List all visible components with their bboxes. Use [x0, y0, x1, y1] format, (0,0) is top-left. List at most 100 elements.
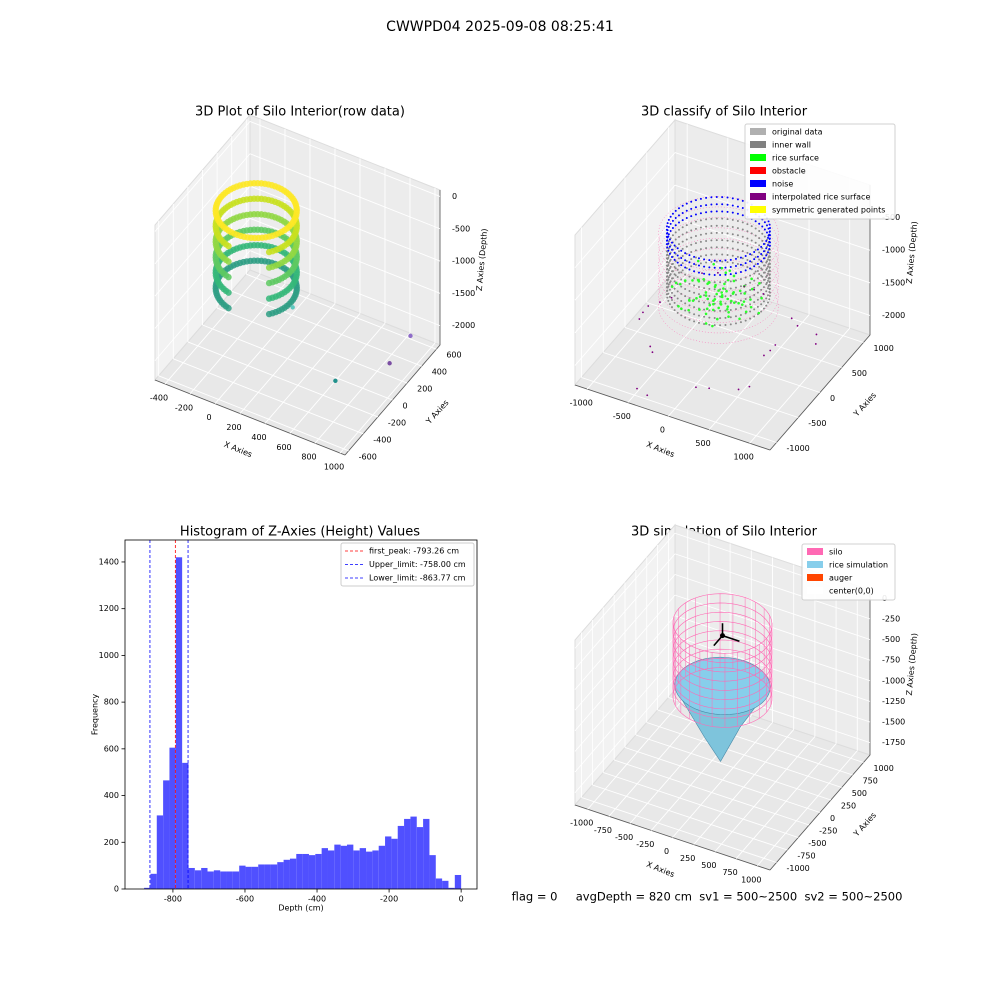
point — [748, 385, 751, 388]
point — [698, 295, 702, 299]
point — [681, 255, 684, 258]
point-cloud — [636, 196, 818, 397]
point — [705, 211, 708, 214]
bar — [264, 864, 271, 889]
point — [694, 220, 697, 223]
point — [734, 322, 737, 325]
point — [726, 210, 729, 213]
point — [286, 238, 293, 246]
point — [677, 257, 680, 260]
point — [727, 315, 730, 318]
point — [684, 259, 687, 262]
point — [667, 283, 670, 286]
point — [767, 236, 770, 239]
y-tick-label: -250 — [819, 827, 837, 836]
point — [724, 309, 727, 312]
x-tick-label: 500 — [701, 861, 716, 870]
grid-line — [591, 620, 788, 851]
legend-label: obstacle — [772, 167, 806, 176]
point — [732, 279, 736, 283]
point — [760, 288, 763, 291]
point — [691, 299, 695, 302]
z-tick-label: -1000 — [452, 257, 475, 266]
point — [762, 307, 765, 310]
grid-line — [574, 217, 871, 334]
y-tick-label: -500 — [808, 419, 826, 428]
point — [705, 307, 709, 311]
point — [715, 239, 718, 242]
point — [754, 227, 757, 230]
point — [765, 290, 768, 293]
y-tick-label: 400 — [432, 368, 447, 377]
point — [749, 267, 752, 270]
point — [697, 300, 700, 303]
point — [705, 218, 708, 221]
point — [749, 298, 752, 301]
point — [721, 224, 724, 227]
point — [667, 218, 670, 221]
point — [673, 280, 676, 283]
point — [667, 256, 670, 259]
point — [703, 287, 706, 290]
point — [765, 268, 768, 271]
legend-box — [340, 542, 475, 587]
x-tick-label: -250 — [636, 840, 654, 849]
point — [708, 309, 711, 312]
point — [738, 317, 741, 321]
y-tick-label: 0 — [403, 402, 408, 411]
bar — [245, 866, 252, 889]
point — [768, 298, 771, 301]
point — [731, 247, 734, 250]
point — [753, 279, 756, 282]
point — [769, 349, 772, 352]
point — [741, 214, 744, 217]
z-tick-label: -1500 — [882, 718, 905, 727]
legend-swatch — [750, 193, 766, 200]
point — [749, 317, 752, 320]
legend-box — [801, 543, 896, 601]
grid-line — [581, 227, 777, 443]
point — [671, 227, 674, 230]
point — [685, 202, 688, 205]
point — [749, 274, 752, 277]
point — [728, 269, 732, 272]
legend-label: interpolated rice surface — [772, 193, 870, 202]
y-tick-label: 500 — [852, 369, 867, 378]
bar — [283, 859, 290, 889]
y-tick-label: 1400 — [99, 557, 119, 566]
point — [729, 287, 732, 290]
bar — [385, 836, 392, 889]
point — [736, 227, 739, 230]
z-tick-label: -1250 — [882, 697, 905, 706]
point — [671, 212, 674, 215]
point — [667, 285, 670, 288]
point — [713, 273, 716, 276]
point — [667, 233, 670, 236]
point — [286, 269, 293, 277]
point — [693, 263, 696, 266]
point — [765, 297, 768, 300]
point — [734, 286, 737, 289]
point — [665, 228, 668, 231]
point — [688, 304, 691, 307]
point — [754, 234, 757, 237]
point — [667, 235, 670, 238]
point — [708, 295, 711, 298]
point — [693, 277, 696, 280]
point — [724, 323, 727, 326]
point — [713, 297, 717, 301]
bar — [359, 848, 367, 889]
point — [699, 240, 702, 243]
bar — [334, 844, 341, 889]
z-tick-label: -1500 — [452, 289, 475, 298]
x-tick-label: 600 — [276, 443, 291, 452]
point — [721, 217, 724, 220]
point — [666, 267, 669, 270]
point — [670, 241, 673, 244]
point — [673, 273, 676, 276]
point — [721, 203, 724, 206]
x-axis-label: Depth (cm) — [278, 904, 323, 913]
x-tick-label: 1000 — [734, 453, 754, 462]
point — [719, 259, 722, 262]
x-tick-label: 400 — [251, 433, 266, 442]
